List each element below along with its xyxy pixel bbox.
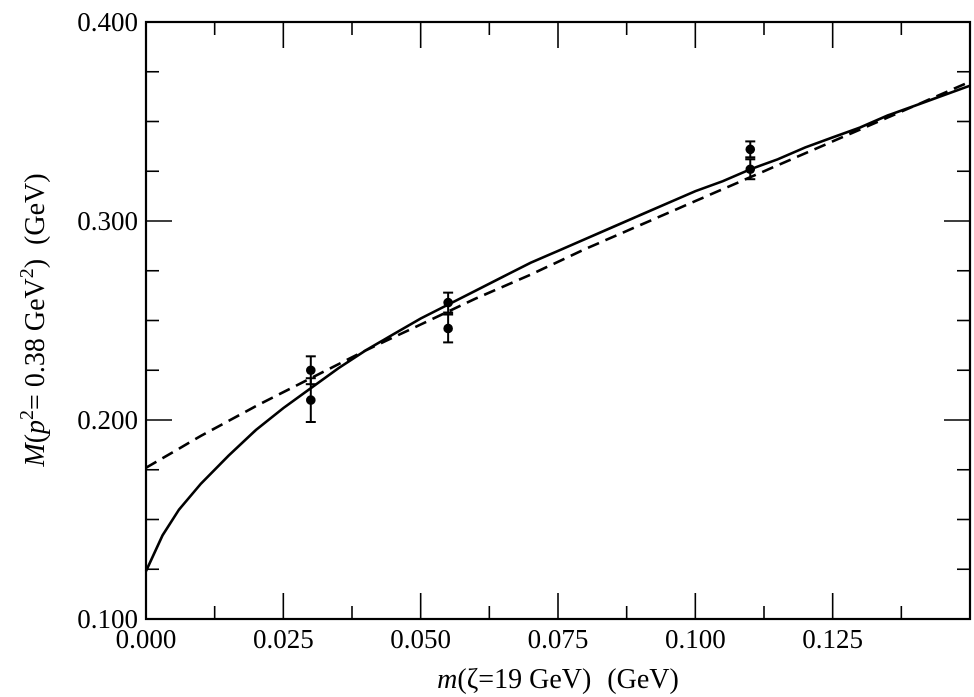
axis-ticks [145,21,971,620]
x-tick-label: 0.075 [528,624,589,654]
x-axis-label: m(ζ=19 GeV) (GeV) [437,664,679,695]
data-point [306,365,316,376]
dashed-fit-line [145,80,971,469]
y-tick-label: 0.400 [77,7,138,37]
data-point [745,164,756,175]
y-tick-label: 0.100 [77,604,138,634]
x-tick-label: 0.125 [802,624,863,654]
x-tick-label: 0.050 [390,624,451,654]
plot-frame [144,20,972,621]
tick-labels: 0.000 0.025 0.050 0.075 0.100 0.125 0.100 0.200… [77,7,863,654]
x-tick-label: 0.000 [116,624,177,654]
y-axis-label: M(p2= 0.38 GeV2)(GeV) [16,173,51,467]
data-point [443,323,453,334]
data-point [745,144,756,155]
fit-curves [144,80,971,572]
y-tick-label: 0.300 [77,206,138,236]
solid-fit-curve [144,84,971,572]
data-point [443,297,453,308]
data-points [305,140,756,423]
data-point [306,395,316,405]
y-tick-label: 0.200 [77,405,138,435]
x-tick-label: 0.100 [665,624,726,654]
x-tick-label: 0.025 [253,624,314,654]
